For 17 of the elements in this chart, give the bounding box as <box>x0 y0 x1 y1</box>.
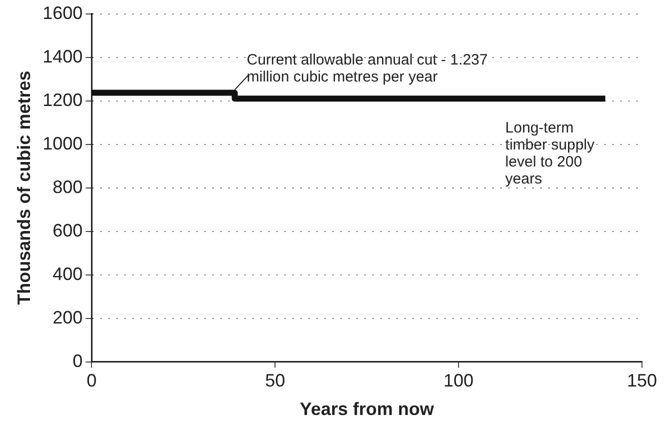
y-tick-label: 1400 <box>42 46 83 66</box>
x-axis-title: Years from now <box>300 399 435 420</box>
y-tick-label: 1000 <box>42 133 83 154</box>
x-tick-label: 100 <box>444 370 474 391</box>
y-tick-label: 400 <box>52 264 83 284</box>
y-tick-label: 1200 <box>42 90 83 110</box>
x-tick-label: 0 <box>86 370 97 391</box>
y-tick-label: 200 <box>52 307 83 328</box>
x-tick-label: 150 <box>626 370 658 391</box>
y-tick-label: 600 <box>52 220 83 240</box>
annotation: Long-term timber supply level to 200 years <box>505 119 596 188</box>
y-tick-label: 0 <box>72 350 83 371</box>
y-axis-title: Thousands of cubic metres <box>14 70 34 305</box>
y-tick-label: 1600 <box>42 2 83 23</box>
annotation: Current allowable annual cut - 1.237 million cubic metres per year <box>246 51 488 86</box>
y-tick-label: 800 <box>52 176 83 197</box>
x-tick-label: 50 <box>265 370 286 391</box>
